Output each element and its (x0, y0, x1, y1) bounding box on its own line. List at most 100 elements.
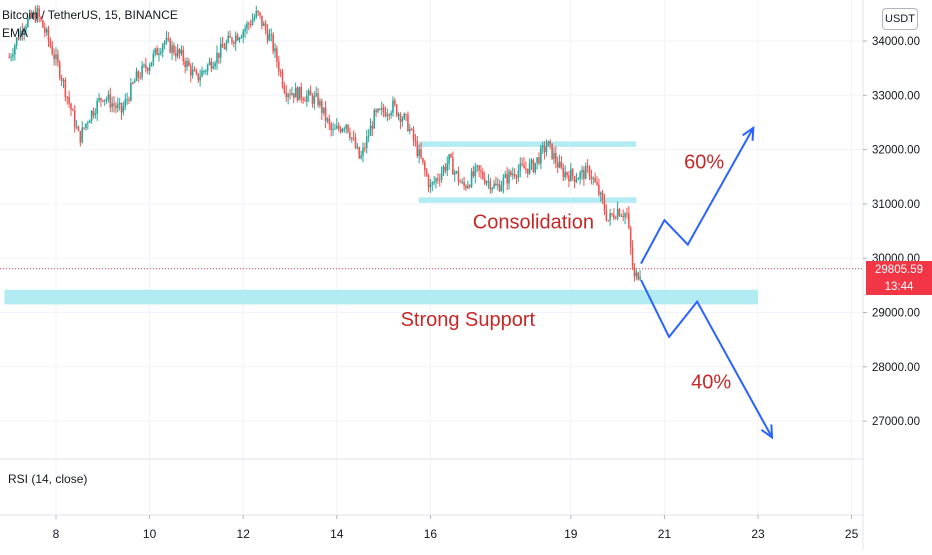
candle-body (633, 267, 636, 277)
candle-body (28, 12, 31, 19)
x-tick-label: 8 (53, 527, 60, 541)
candle-body (382, 107, 385, 112)
candle-body (47, 29, 50, 41)
candle-body (294, 87, 297, 98)
candle-body (210, 61, 213, 69)
candle-body (154, 48, 157, 54)
candle-body (238, 38, 241, 41)
candle-body (281, 72, 284, 86)
candle-body (150, 62, 153, 67)
candle-body (635, 272, 638, 277)
candle-body (394, 100, 396, 105)
candle-body (611, 213, 613, 215)
candle-body (124, 99, 127, 107)
candle-body (251, 19, 254, 25)
candle-body (461, 182, 464, 184)
candle-body (126, 99, 128, 101)
zone-strong_support (4, 289, 758, 305)
candle-body (289, 94, 291, 96)
candle-body (189, 65, 192, 76)
ema-indicator-label[interactable]: EMA (2, 26, 29, 40)
candle-body (94, 113, 97, 116)
candle-body (27, 18, 29, 27)
currency-badge[interactable]: USDT (882, 8, 918, 30)
annotation-label: Strong Support (401, 309, 536, 331)
candle-body (356, 147, 359, 149)
candle-body (272, 34, 274, 52)
x-tick-label: 21 (658, 527, 672, 541)
candle-body (79, 130, 82, 143)
candle-body (407, 114, 409, 132)
candle-body (302, 98, 304, 101)
candle-body (386, 114, 389, 117)
candle-body (19, 30, 22, 40)
candle-body (270, 34, 273, 36)
candle-body (43, 27, 46, 33)
candle-body (236, 35, 239, 41)
candle-body (62, 80, 65, 82)
candle-body (345, 124, 347, 129)
last-price-tag: 29805.59 13:44 (866, 261, 932, 295)
candle-body (298, 86, 301, 101)
candle-body (169, 38, 171, 53)
candle-body (354, 137, 357, 148)
candle-body (427, 175, 430, 188)
candle-body (257, 10, 259, 13)
candle-body (143, 64, 145, 66)
candle-body (23, 29, 25, 34)
candle-body (64, 80, 67, 97)
candle-body (440, 172, 443, 180)
candle-body (32, 12, 35, 18)
candle-body (568, 175, 570, 182)
candle-body (592, 178, 595, 180)
candle-body (212, 66, 215, 69)
candle-body (135, 71, 138, 81)
candle-body (543, 145, 546, 153)
candle-body (506, 174, 508, 184)
candle-body (364, 147, 366, 149)
candle-body (266, 30, 269, 41)
x-tick-label: 14 (330, 527, 344, 541)
candle-body (188, 61, 190, 66)
candle-body (334, 128, 336, 130)
candle-body (262, 23, 265, 26)
candle-body (545, 146, 548, 153)
candle-body (375, 110, 377, 112)
candle-body (193, 69, 196, 71)
candle-body (463, 182, 465, 186)
candle-body (446, 163, 449, 171)
annotation-label: 60% (684, 152, 724, 174)
candle-body (588, 167, 591, 177)
candle-body (208, 61, 211, 65)
candle-body (405, 113, 407, 115)
candle-body (83, 127, 85, 129)
candle-body (313, 95, 316, 104)
candle-body (242, 31, 244, 38)
annotation-label: Consolidation (473, 211, 594, 233)
candle-body (500, 186, 503, 192)
candle-body (510, 171, 512, 176)
candle-body (145, 64, 147, 69)
candle-body (352, 137, 355, 139)
rsi-indicator-label[interactable]: RSI (14, close) (8, 472, 88, 486)
zone-consolidation_top (418, 141, 637, 147)
candle-body (347, 124, 349, 133)
candle-body (279, 71, 282, 73)
candle-body (311, 95, 314, 104)
candle-body (581, 169, 583, 173)
candle-body (483, 178, 486, 184)
candle-body (109, 94, 112, 108)
candle-body (541, 145, 544, 148)
candle-body (429, 184, 432, 188)
candle-body (425, 170, 428, 176)
candle-body (536, 157, 538, 163)
y-tick-label: 32000.00 (872, 145, 920, 157)
candle-body (85, 123, 87, 128)
candle-body (214, 63, 216, 67)
candle-body (547, 141, 550, 147)
candle-body (96, 100, 98, 114)
candle-body (403, 113, 405, 120)
symbol-title[interactable]: Bitcoin / TetherUS, 15, BINANCE (2, 8, 178, 22)
